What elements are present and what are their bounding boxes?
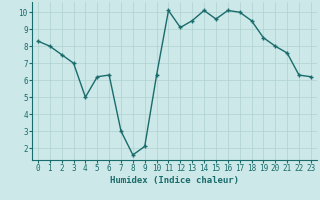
X-axis label: Humidex (Indice chaleur): Humidex (Indice chaleur) bbox=[110, 176, 239, 185]
